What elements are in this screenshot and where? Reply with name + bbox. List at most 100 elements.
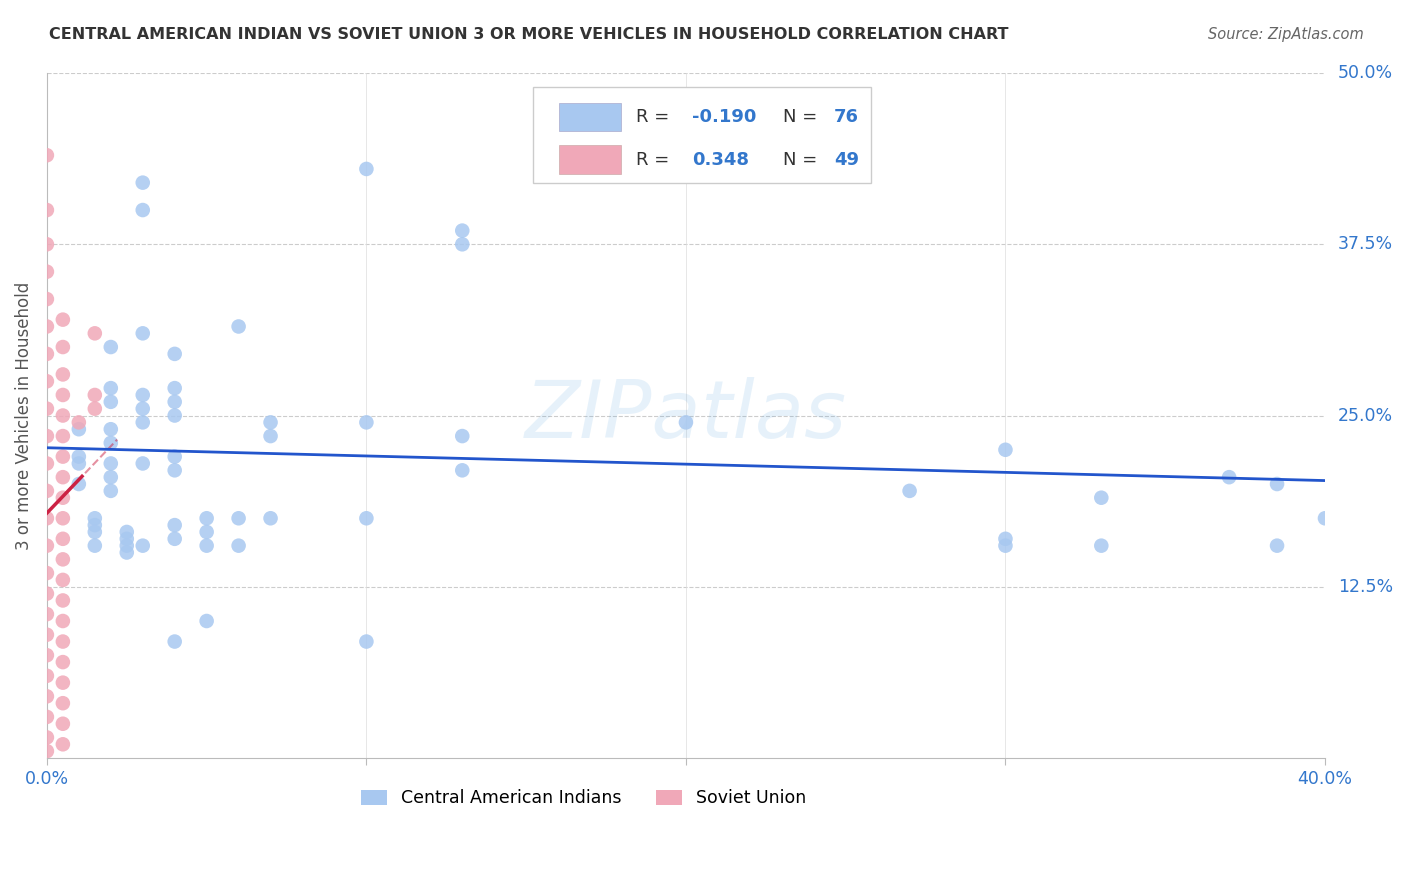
Text: CENTRAL AMERICAN INDIAN VS SOVIET UNION 3 OR MORE VEHICLES IN HOUSEHOLD CORRELAT: CENTRAL AMERICAN INDIAN VS SOVIET UNION … — [49, 27, 1008, 42]
Point — [100, 394, 122, 409]
Point — [52, 388, 75, 402]
Text: 25.0%: 25.0% — [1337, 407, 1393, 425]
Point — [1265, 477, 1288, 491]
Point — [259, 429, 281, 443]
Point — [35, 648, 58, 663]
Point — [228, 511, 250, 525]
Point — [100, 457, 122, 471]
Point — [115, 545, 138, 559]
Point — [52, 634, 75, 648]
Point — [52, 593, 75, 607]
Point — [994, 539, 1017, 553]
Point — [163, 394, 186, 409]
Point — [35, 374, 58, 388]
Point — [1090, 539, 1112, 553]
Point — [1218, 470, 1240, 484]
Point — [52, 340, 75, 354]
Point — [52, 470, 75, 484]
Point — [35, 292, 58, 306]
Point — [100, 381, 122, 395]
Point — [67, 450, 90, 464]
Text: ZIPatlas: ZIPatlas — [524, 376, 846, 455]
Point — [115, 539, 138, 553]
Point — [259, 511, 281, 525]
Point — [132, 416, 155, 430]
Text: R =: R = — [636, 108, 675, 126]
Point — [35, 628, 58, 642]
Point — [163, 463, 186, 477]
Point — [35, 511, 58, 525]
Point — [1265, 539, 1288, 553]
Point — [451, 463, 474, 477]
Point — [994, 532, 1017, 546]
Point — [1313, 511, 1336, 525]
Point — [163, 532, 186, 546]
Bar — [560, 103, 621, 131]
Point — [195, 511, 218, 525]
Legend: Central American Indians, Soviet Union: Central American Indians, Soviet Union — [354, 782, 813, 814]
Text: R =: R = — [636, 151, 675, 169]
Point — [52, 696, 75, 710]
Point — [52, 312, 75, 326]
Point — [163, 518, 186, 533]
Point — [52, 614, 75, 628]
Y-axis label: 3 or more Vehicles in Household: 3 or more Vehicles in Household — [15, 281, 32, 549]
Point — [83, 524, 105, 539]
Point — [35, 586, 58, 600]
Point — [35, 731, 58, 745]
Point — [52, 573, 75, 587]
Point — [356, 511, 378, 525]
Point — [52, 552, 75, 566]
Point — [163, 634, 186, 648]
Point — [356, 416, 378, 430]
Point — [35, 669, 58, 683]
Point — [356, 634, 378, 648]
Point — [67, 457, 90, 471]
Point — [100, 436, 122, 450]
Point — [35, 710, 58, 724]
Point — [52, 716, 75, 731]
Point — [83, 518, 105, 533]
Point — [675, 155, 697, 169]
Point — [35, 401, 58, 416]
Point — [83, 401, 105, 416]
Point — [228, 319, 250, 334]
Point — [83, 388, 105, 402]
Bar — [560, 145, 621, 174]
Point — [67, 422, 90, 436]
Point — [100, 483, 122, 498]
Point — [100, 422, 122, 436]
Point — [163, 450, 186, 464]
Point — [994, 442, 1017, 457]
Point — [163, 347, 186, 361]
Point — [35, 429, 58, 443]
Point — [52, 737, 75, 751]
Point — [52, 368, 75, 382]
Point — [35, 237, 58, 252]
Point — [67, 416, 90, 430]
Point — [1090, 491, 1112, 505]
Point — [35, 744, 58, 758]
Point — [195, 524, 218, 539]
Point — [83, 326, 105, 341]
Point — [35, 202, 58, 217]
Point — [52, 429, 75, 443]
Point — [35, 483, 58, 498]
Point — [67, 477, 90, 491]
Text: 76: 76 — [834, 108, 859, 126]
Point — [132, 202, 155, 217]
Text: -0.190: -0.190 — [692, 108, 756, 126]
Point — [52, 532, 75, 546]
Point — [35, 607, 58, 622]
Point — [35, 457, 58, 471]
Text: N =: N = — [783, 108, 823, 126]
Text: 50.0%: 50.0% — [1337, 64, 1393, 82]
Point — [898, 483, 921, 498]
Point — [163, 381, 186, 395]
Point — [100, 340, 122, 354]
Text: 0.348: 0.348 — [692, 151, 749, 169]
Text: 49: 49 — [834, 151, 859, 169]
Point — [35, 347, 58, 361]
Point — [451, 224, 474, 238]
Point — [163, 409, 186, 423]
